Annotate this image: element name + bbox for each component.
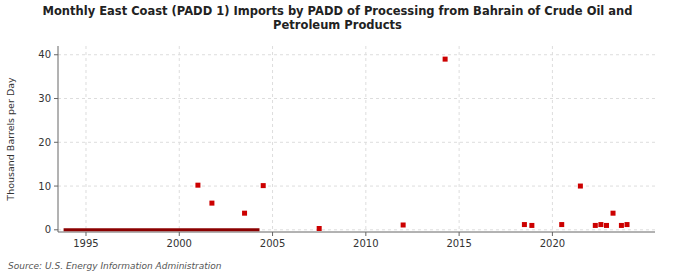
point: [443, 57, 448, 62]
y-tick: [54, 229, 58, 230]
grid-line: [85, 46, 86, 232]
point: [559, 222, 564, 227]
chart: Monthly East Coast (PADD 1) Imports by P…: [0, 0, 675, 275]
y-tick: [54, 142, 58, 143]
point: [195, 183, 200, 188]
y-tick: [54, 98, 58, 99]
x-tick-label: 1995: [73, 238, 98, 249]
point: [625, 222, 630, 227]
y-axis-line: [58, 46, 59, 232]
y-tick-label: 0: [45, 224, 51, 235]
x-tick-label: 2015: [446, 238, 471, 249]
point: [611, 211, 616, 216]
point: [529, 223, 534, 228]
x-tick: [85, 232, 86, 236]
title: Monthly East Coast (PADD 1) Imports by P…: [43, 4, 633, 32]
grid-line: [58, 186, 655, 187]
x-tick: [179, 232, 180, 236]
line: [64, 228, 260, 231]
y-tick-label: 10: [38, 181, 51, 192]
grid: [58, 46, 655, 232]
y-tick: [54, 186, 58, 187]
x-tick: [459, 232, 460, 236]
point: [598, 222, 603, 227]
point: [401, 222, 406, 227]
x-tick-label: 2020: [540, 238, 565, 249]
point: [242, 211, 247, 216]
grid-line: [179, 46, 180, 232]
grid-line: [552, 46, 553, 232]
annotation: Source: U.S. Energy Information Administ…: [8, 261, 222, 271]
x-tick: [365, 232, 366, 236]
y-axis-label: Thousand Barrels per Day: [5, 77, 16, 202]
x-tick-label: 2005: [260, 238, 285, 249]
point: [209, 201, 214, 206]
x-tick: [272, 232, 273, 236]
point: [317, 226, 322, 231]
plot-area: [64, 57, 630, 231]
grid-line: [58, 142, 655, 143]
point: [522, 222, 527, 227]
y-tick-label: 20: [38, 137, 51, 148]
y-tick-label: 30: [38, 93, 51, 104]
point: [593, 223, 598, 228]
grid-line: [365, 46, 366, 232]
grid-line: [58, 98, 655, 99]
y-tick-label: 40: [38, 49, 51, 60]
point: [578, 184, 583, 189]
title-line: Monthly East Coast (PADD 1) Imports by P…: [43, 4, 633, 18]
point: [604, 223, 609, 228]
title-line: Petroleum Products: [273, 18, 402, 32]
grid-line: [459, 46, 460, 232]
grid-line: [272, 46, 273, 232]
point: [261, 183, 266, 188]
grid-line: [58, 229, 655, 230]
x-axis-line: [58, 232, 655, 233]
x-tick-label: 2010: [353, 238, 378, 249]
x-tick-label: 2000: [167, 238, 192, 249]
grid-line: [58, 54, 655, 55]
point: [619, 223, 624, 228]
y-tick: [54, 54, 58, 55]
x-tick: [552, 232, 553, 236]
